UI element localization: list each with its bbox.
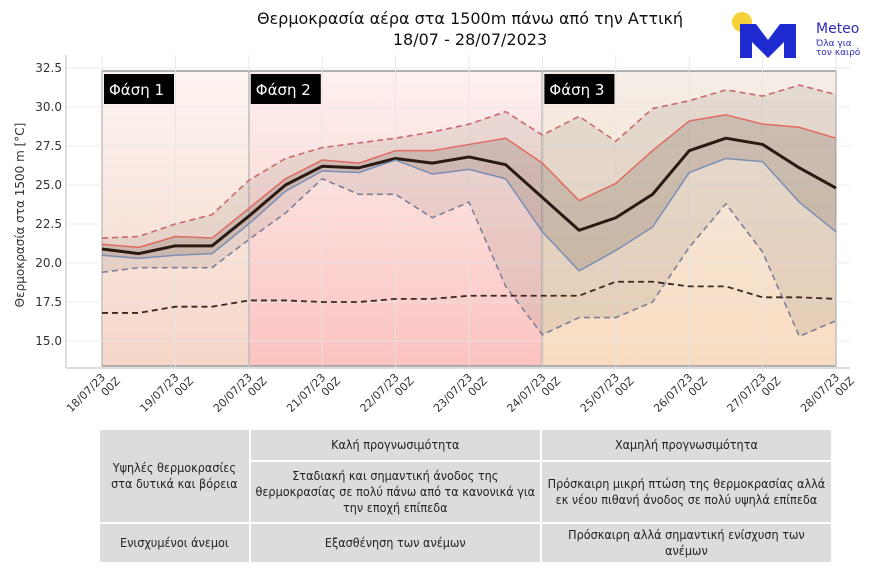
x-tick-label: 22/07/2300Z [358, 365, 417, 424]
phase-label-3: Φάση 3 [549, 81, 604, 99]
y-tick-label: 15.0 [35, 334, 62, 348]
phase2-predictability-cell: Καλή προγνωσιμότητα [248, 428, 542, 462]
phase-label-box [104, 74, 174, 104]
logo-name: Meteo [816, 21, 860, 37]
phase3-predictability-cell: Χαμηλή προγνωσιμότητα [539, 428, 834, 462]
series-line-max [101, 84, 837, 239]
x-tick-label: 21/07/2300Z [284, 365, 343, 424]
phase-label-box [544, 74, 615, 104]
table-row: Υψηλές θερμοκρασίες στα δυτικά και βόρει… [98, 428, 834, 524]
phase2-wind-cell: Εξασθένηση των ανέμων [248, 522, 542, 564]
meteo-m-logo-icon [732, 12, 796, 58]
x-tick-label: 23/07/2300Z [431, 365, 490, 424]
phase3-temperature-cell: Πρόσκαιρη μικρή πτώση της θερμοκρασίας α… [539, 460, 834, 524]
x-tick-label: 26/07/2300Z [651, 365, 710, 424]
series-line-climatology [102, 280, 837, 314]
x-tick-label: 28/07/2300Z [798, 365, 857, 424]
phase-labels: Φάση 1 Φάση 2 Φάση 3 [104, 74, 615, 104]
phase-label-2: Φάση 2 [256, 81, 311, 99]
grid [66, 55, 850, 368]
series-line-mean [101, 136, 837, 256]
title-line-2: 18/07 - 28/07/2023 [392, 30, 548, 49]
min-max-band [102, 85, 836, 337]
x-tick-label: 19/07/2300Z [137, 365, 196, 424]
table-row: Ενισχυμένοι άνεμοι Εξασθένηση των ανέμων… [98, 522, 834, 564]
chart-title: Θερμοκρασία αέρα στα 1500m πάνω από την … [150, 8, 790, 50]
x-tick-label: 24/07/2300Z [504, 365, 563, 424]
x-tick-label: 27/07/2300Z [725, 365, 784, 424]
spread-band [102, 114, 836, 271]
phase1-wind-cell: Ενισχυμένοι άνεμοι [98, 522, 251, 564]
y-tick-label: 30.0 [35, 100, 62, 114]
table-row: Σταδιακή και σημαντική άνοδος της θερμοκ… [99, 460, 834, 524]
series-lines [101, 84, 837, 338]
x-tick-label: 18/07/2300Z [64, 365, 123, 424]
phase2-temperature-cell: Σταδιακή και σημαντική άνοδος της θερμοκ… [248, 460, 542, 524]
series-line-upper [101, 114, 837, 249]
y-tick-label: 17.5 [35, 295, 62, 309]
x-tick-label: 25/07/2300Z [578, 365, 637, 424]
logo-tagline-2: τον καιρό [816, 48, 861, 58]
logo-tagline-1: Όλα για [816, 39, 852, 49]
phase1-temperature-cell: Υψηλές θερμοκρασίες στα δυτικά και βόρει… [98, 428, 251, 524]
phase-label-1: Φάση 1 [109, 81, 164, 99]
y-tick-label: 27.5 [35, 139, 62, 153]
y-tick-label: 20.0 [35, 256, 62, 270]
x-tick-label: 20/07/2300Z [211, 365, 270, 424]
meteo-logo: Meteo Όλα για τον καιρό [728, 8, 878, 64]
temperature-chart: Φάση 1 Φάση 2 Φάση 3 15.0 17.5 20.0 22.5 25.0 2… [13, 55, 857, 424]
y-tick-label: 32.5 [35, 61, 62, 75]
phase3-wind-cell: Πρόσκαιρη αλλά σημαντική ενίσχυση των αν… [539, 522, 834, 564]
phase-label-box [250, 74, 321, 104]
series-line-min [101, 177, 837, 338]
y-tick-label: 22.5 [35, 217, 62, 231]
phase-summary-table: Υψηλές θερμοκρασίες στα δυτικά και βόρει… [98, 428, 834, 564]
y-axis-label: Θερμοκρασία στα 1500 m [°C] [13, 123, 27, 308]
title-line-1: Θερμοκρασία αέρα στα 1500m πάνω από την … [256, 9, 684, 28]
series-line-lower [101, 157, 837, 272]
bands [102, 85, 836, 337]
y-tick-label: 25.0 [35, 178, 62, 192]
